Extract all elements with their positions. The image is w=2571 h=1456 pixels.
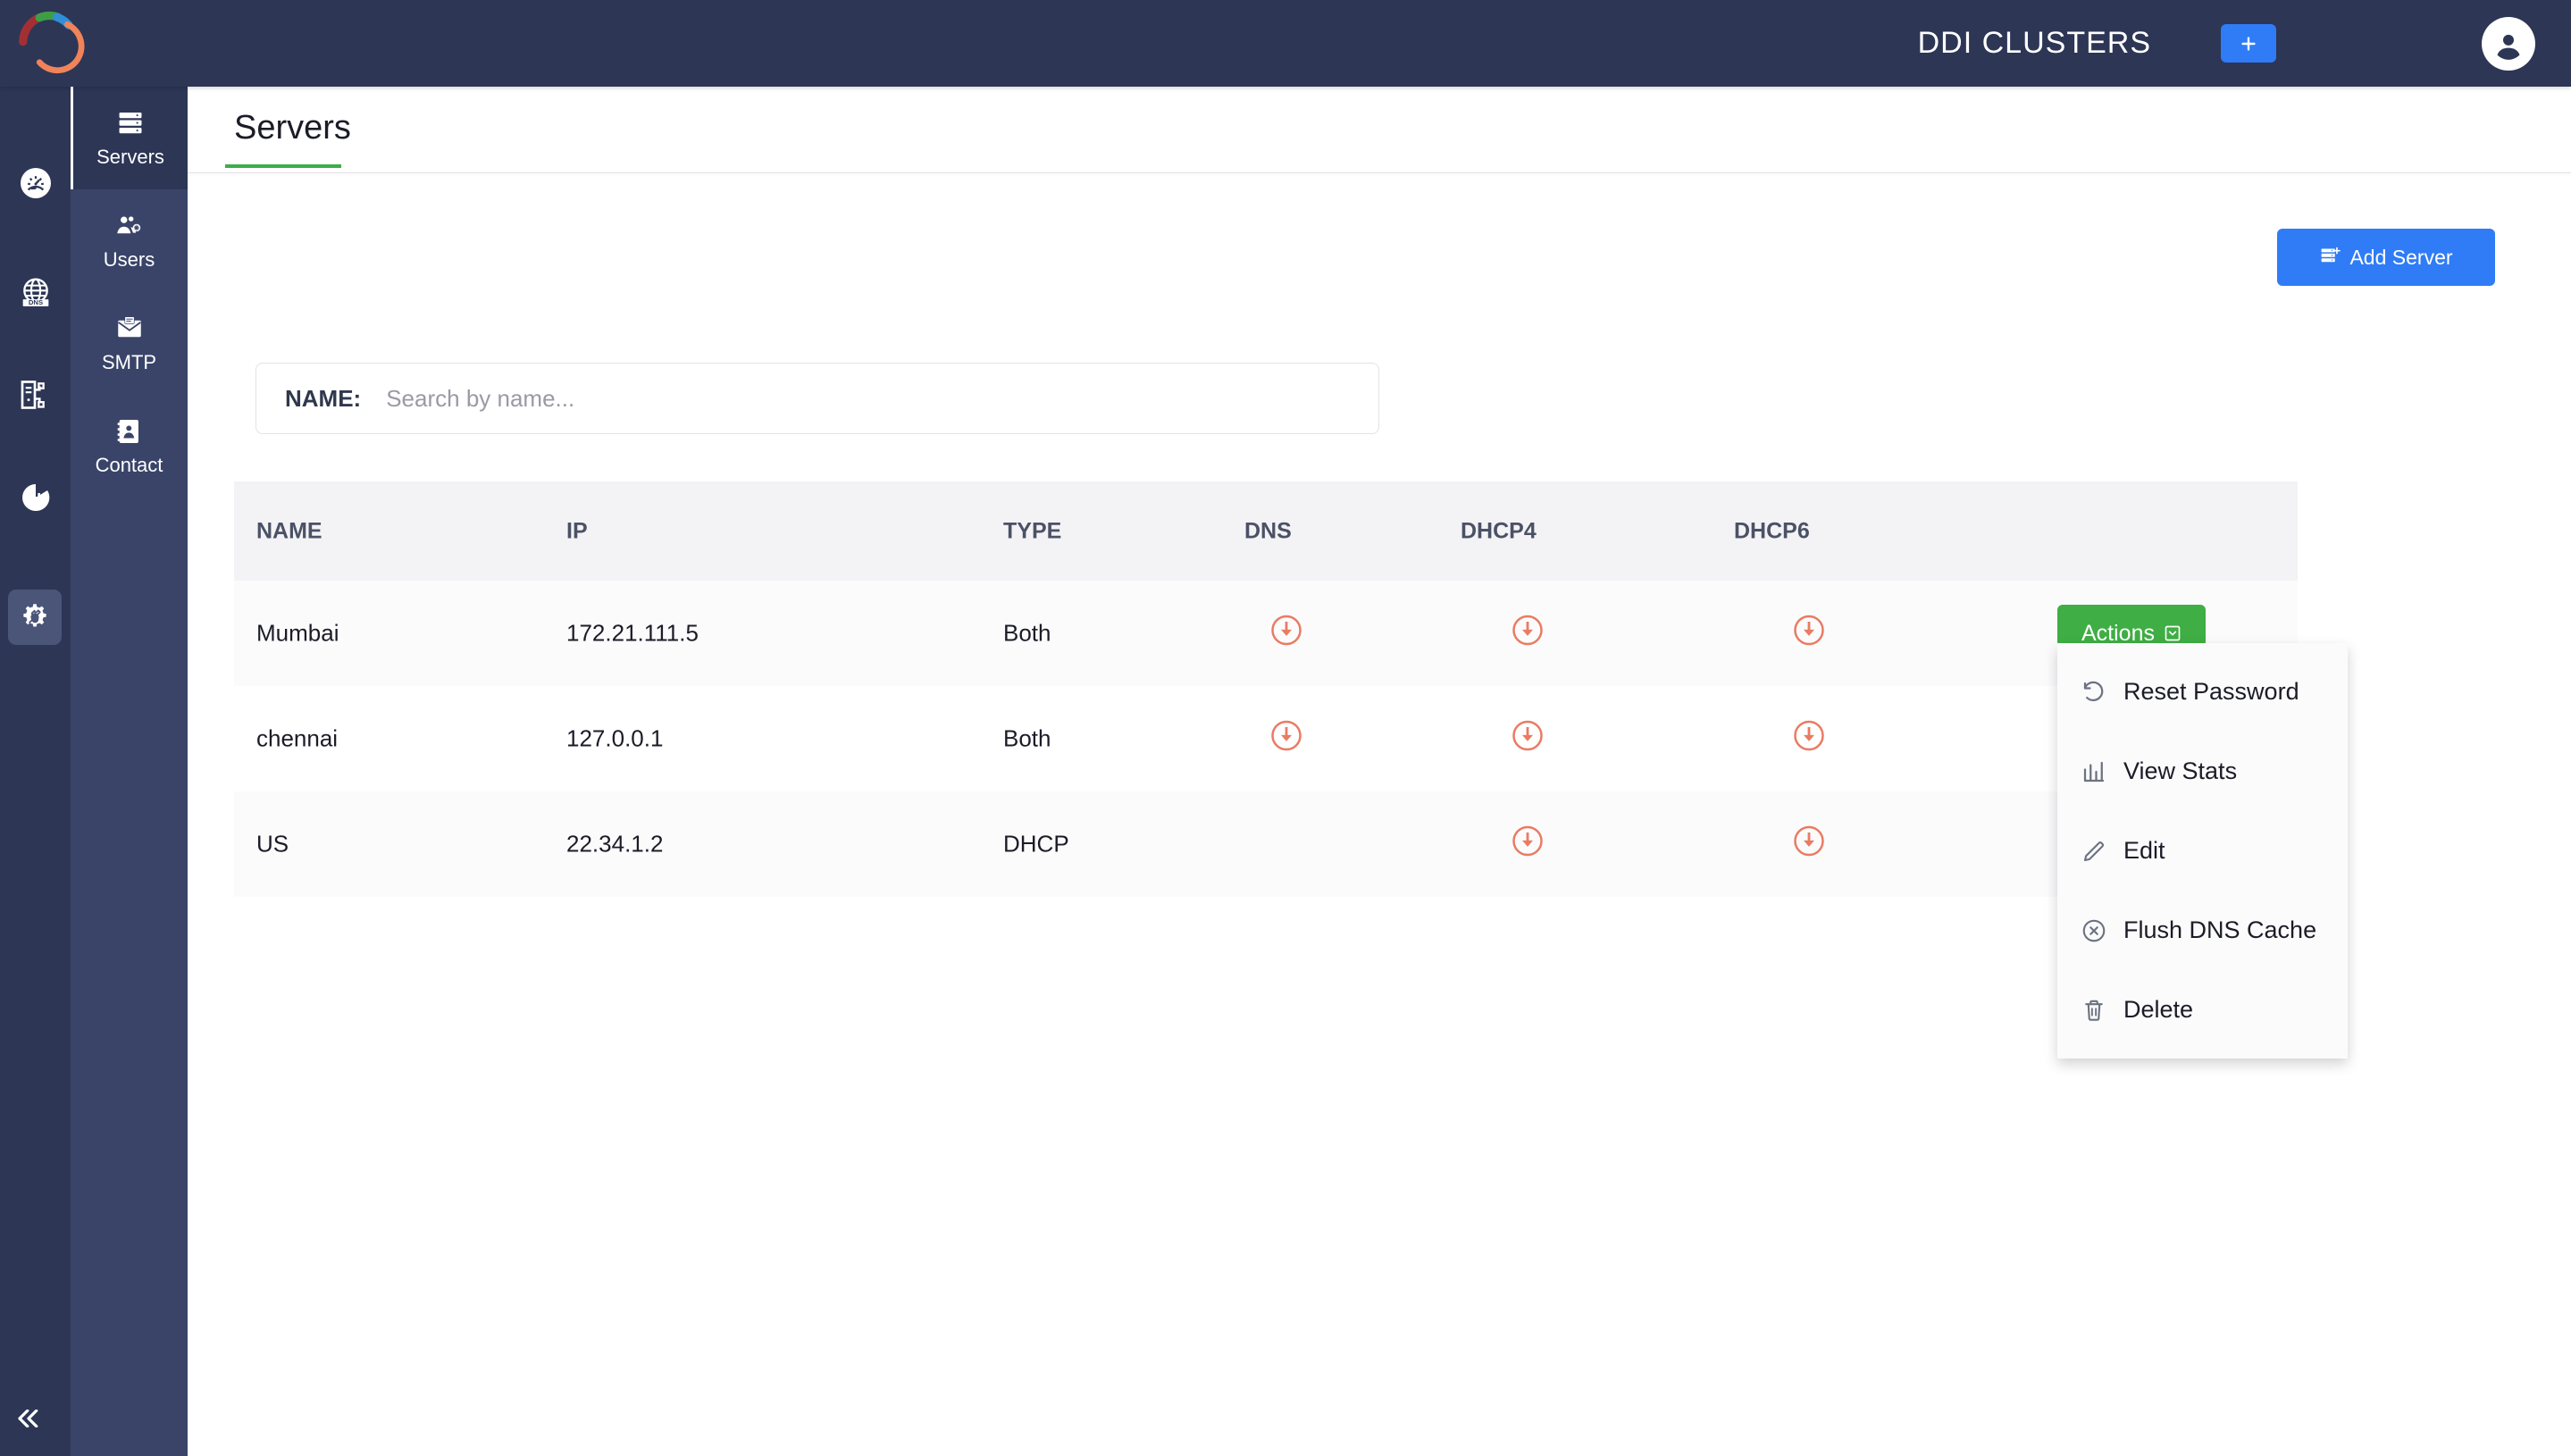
svg-text:DNS: DNS — [28, 298, 42, 306]
